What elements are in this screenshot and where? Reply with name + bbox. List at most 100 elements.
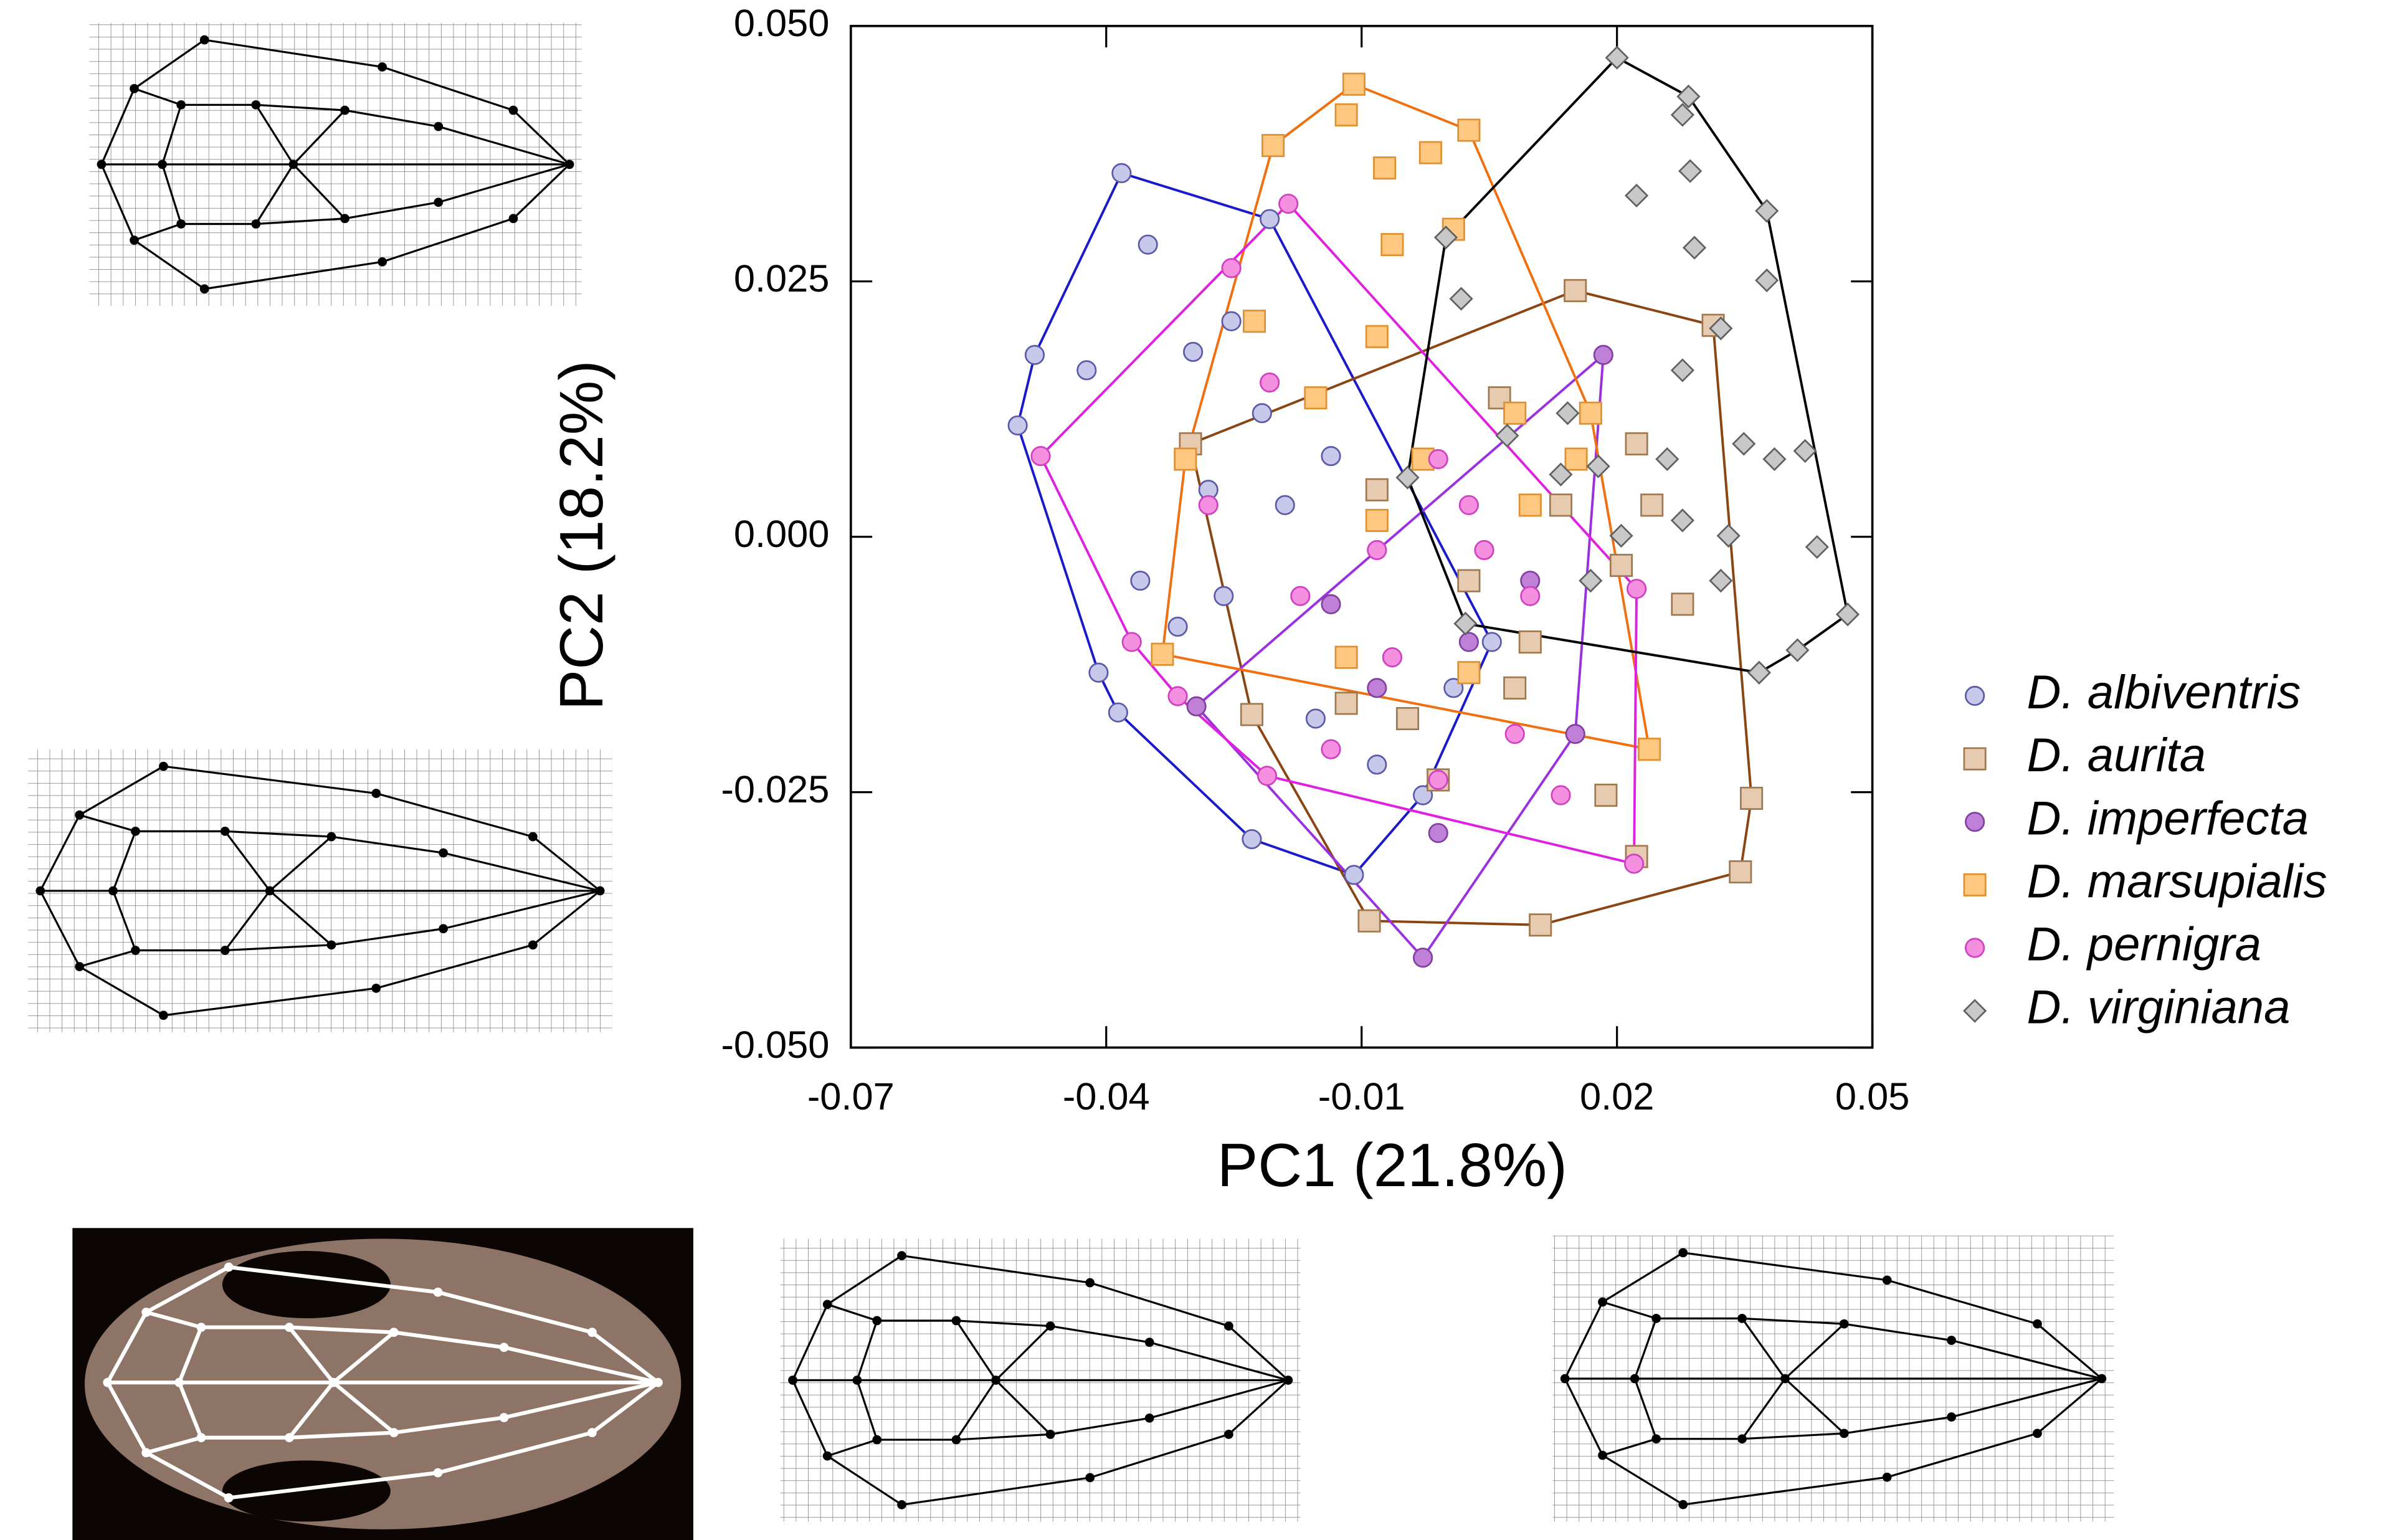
wireframe-edge: [39, 814, 81, 891]
wireframe-edge: [204, 260, 382, 290]
wireframe-edge: [78, 765, 164, 816]
point: [1221, 258, 1242, 278]
landmark: [285, 1433, 294, 1443]
landmark: [788, 1376, 797, 1385]
landmark: [159, 761, 168, 771]
landmark: [371, 789, 381, 798]
wireframe-edge: [1050, 1417, 1150, 1435]
point: [1380, 233, 1404, 257]
point: [1304, 386, 1328, 410]
point: [1564, 278, 1587, 302]
landmark: [434, 197, 444, 207]
point: [1449, 287, 1473, 311]
y-tick-label: 0.025: [734, 257, 830, 300]
wireframe-edge: [332, 1381, 396, 1435]
point: [1428, 823, 1448, 844]
landmark: [378, 62, 387, 72]
point: [1520, 586, 1541, 606]
wireframe-edge: [79, 814, 136, 832]
point: [1198, 495, 1219, 515]
landmark: [2033, 1428, 2042, 1438]
wireframe-edge: [112, 890, 136, 951]
landmark: [371, 983, 381, 993]
point: [1671, 592, 1694, 616]
point: [1275, 495, 1295, 515]
point: [1625, 432, 1648, 455]
wireframe-edge: [79, 949, 136, 968]
point: [1088, 662, 1109, 683]
landmark: [2033, 1319, 2042, 1329]
landmark: [872, 1316, 882, 1326]
wireframe-edge: [438, 125, 570, 166]
wireframe-edge: [145, 1265, 230, 1314]
point: [1151, 642, 1174, 666]
landmark: [1560, 1374, 1570, 1384]
point: [1186, 696, 1207, 716]
landmark: [564, 159, 574, 169]
point: [1367, 678, 1387, 698]
wireframe-edge: [100, 164, 135, 241]
point: [1586, 454, 1610, 478]
landmark: [176, 100, 186, 110]
landmark: [1678, 1500, 1688, 1509]
point: [1740, 786, 1764, 810]
wireframe-edge: [228, 1265, 439, 1295]
x-axis-label: PC1 (21.8%): [1217, 1131, 1567, 1199]
point: [1395, 706, 1420, 731]
landmark: [1144, 1338, 1154, 1348]
legend-label: D. imperfecta: [2027, 792, 2309, 845]
wireframe-edge: [827, 1438, 878, 1457]
legend-label: D. pernigra: [2027, 918, 2261, 971]
landmark: [220, 826, 230, 836]
wireframe-edge: [1228, 1325, 1289, 1381]
wireframe-edge: [856, 1320, 878, 1381]
wireframe-edge: [503, 1345, 659, 1385]
wireframe-edge: [901, 1255, 1090, 1284]
wireframe-edge: [1741, 1318, 1786, 1379]
point: [1495, 424, 1519, 448]
point: [1121, 632, 1142, 652]
point: [1670, 508, 1694, 533]
point: [1334, 645, 1358, 669]
wireframe-edge: [145, 1310, 202, 1329]
x-tick-label: -0.04: [1063, 1075, 1150, 1118]
landmark: [158, 159, 167, 169]
point: [1627, 579, 1647, 599]
landmark: [75, 962, 85, 971]
point: [1382, 647, 1402, 668]
wireframe-edge: [792, 1379, 829, 1457]
point: [1732, 432, 1756, 456]
wireframe-edge: [1951, 1377, 2102, 1419]
wireframe-edge: [225, 830, 332, 838]
wireframe-edge: [224, 890, 271, 951]
wireframe-edge: [1784, 1323, 1845, 1380]
point: [1321, 739, 1341, 759]
wireframe-edge: [1602, 1438, 1657, 1457]
wireframe-edge: [1228, 1379, 1289, 1435]
wireframe-edge: [289, 1325, 394, 1334]
point: [1357, 909, 1381, 933]
wireframe-edge: [393, 1330, 505, 1349]
landmark: [528, 940, 538, 950]
landmark: [499, 1343, 509, 1352]
wireframe-edge: [512, 109, 571, 166]
landmark: [2097, 1374, 2107, 1384]
landmark: [196, 1323, 206, 1332]
landmark: [595, 886, 605, 896]
point: [1793, 439, 1817, 463]
y-axis-label: PC2 (18.2%): [547, 360, 615, 710]
wireframe-edge: [955, 1379, 997, 1440]
wireframe-edge: [956, 1319, 1051, 1328]
point: [1549, 493, 1573, 517]
landmark: [897, 1251, 906, 1260]
landmark: [653, 1377, 663, 1387]
landmark: [433, 1468, 443, 1478]
legend-marker: [1965, 812, 1985, 832]
wireframe-edge: [344, 201, 439, 220]
wireframe-edge: [78, 966, 164, 1017]
point: [1518, 493, 1542, 517]
point: [1564, 447, 1588, 471]
point: [1755, 268, 1779, 293]
